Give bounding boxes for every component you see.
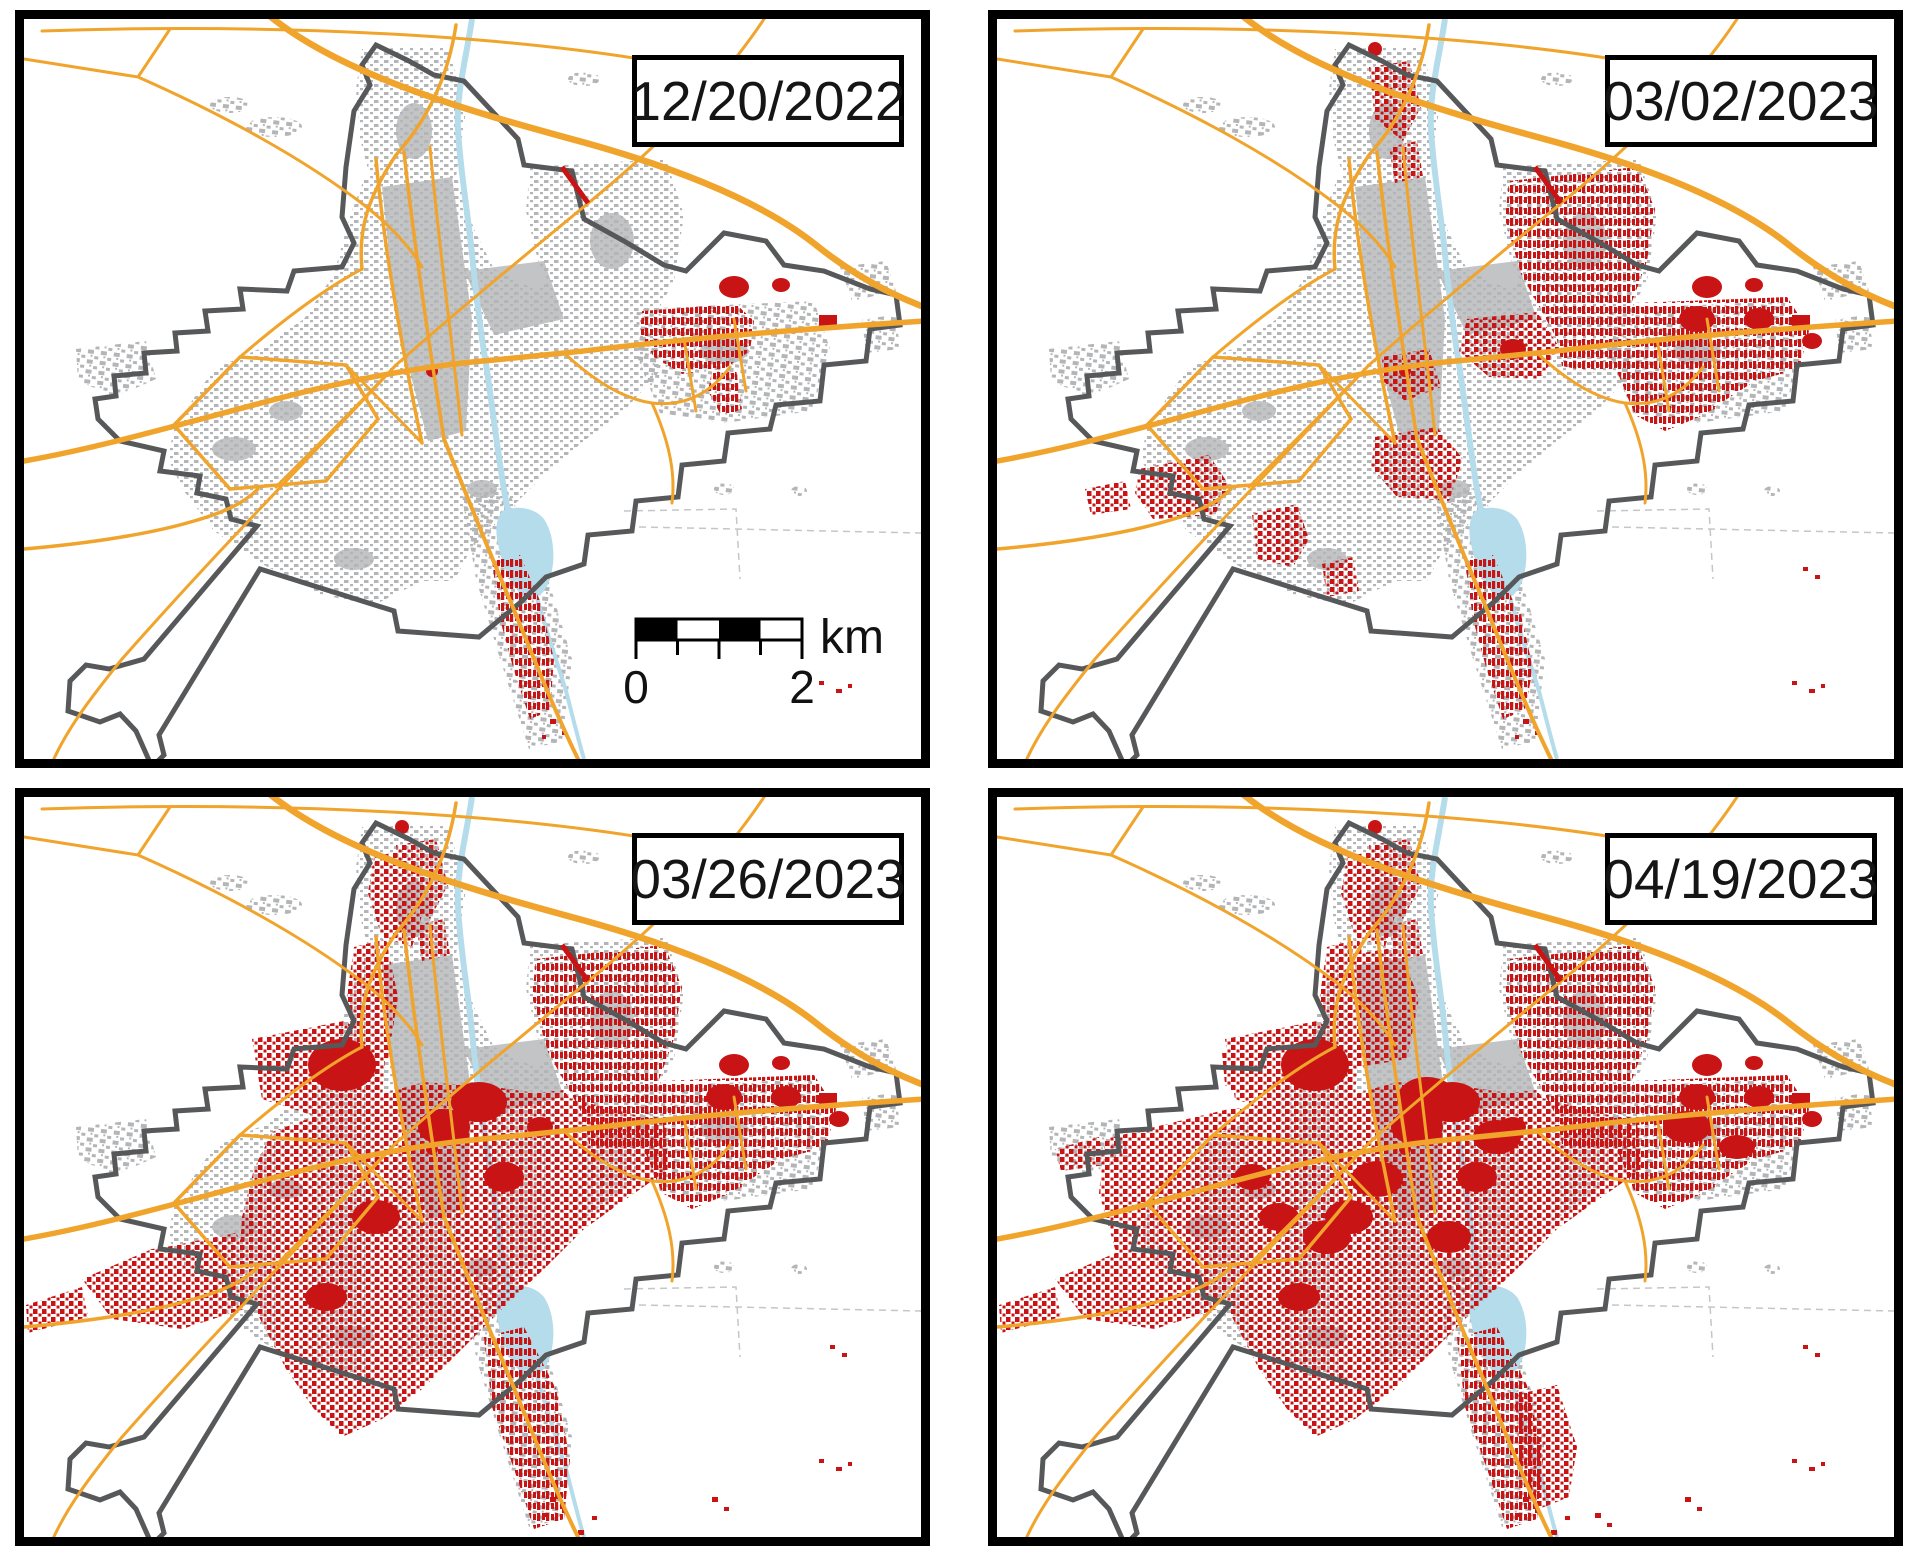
- date-text-1: 12/20/2022: [630, 70, 906, 132]
- date-label-1: 12/20/2022: [630, 55, 906, 147]
- map-panel-4: 04/19/2023: [988, 788, 1903, 1546]
- date-label-2: 03/02/2023: [1603, 55, 1879, 147]
- date-label-4: 04/19/2023: [1603, 833, 1879, 925]
- date-label-3: 03/26/2023: [630, 833, 906, 925]
- map-panel-1: 12/20/2022: [15, 10, 930, 768]
- date-text-4: 04/19/2023: [1603, 848, 1879, 910]
- date-text-2: 03/02/2023: [1603, 70, 1879, 132]
- map-panel-3: 03/26/2023: [15, 788, 930, 1546]
- map-panel-2: 03/02/2023: [988, 10, 1903, 768]
- date-text-3: 03/26/2023: [630, 848, 906, 910]
- scale-bar: [621, 609, 886, 715]
